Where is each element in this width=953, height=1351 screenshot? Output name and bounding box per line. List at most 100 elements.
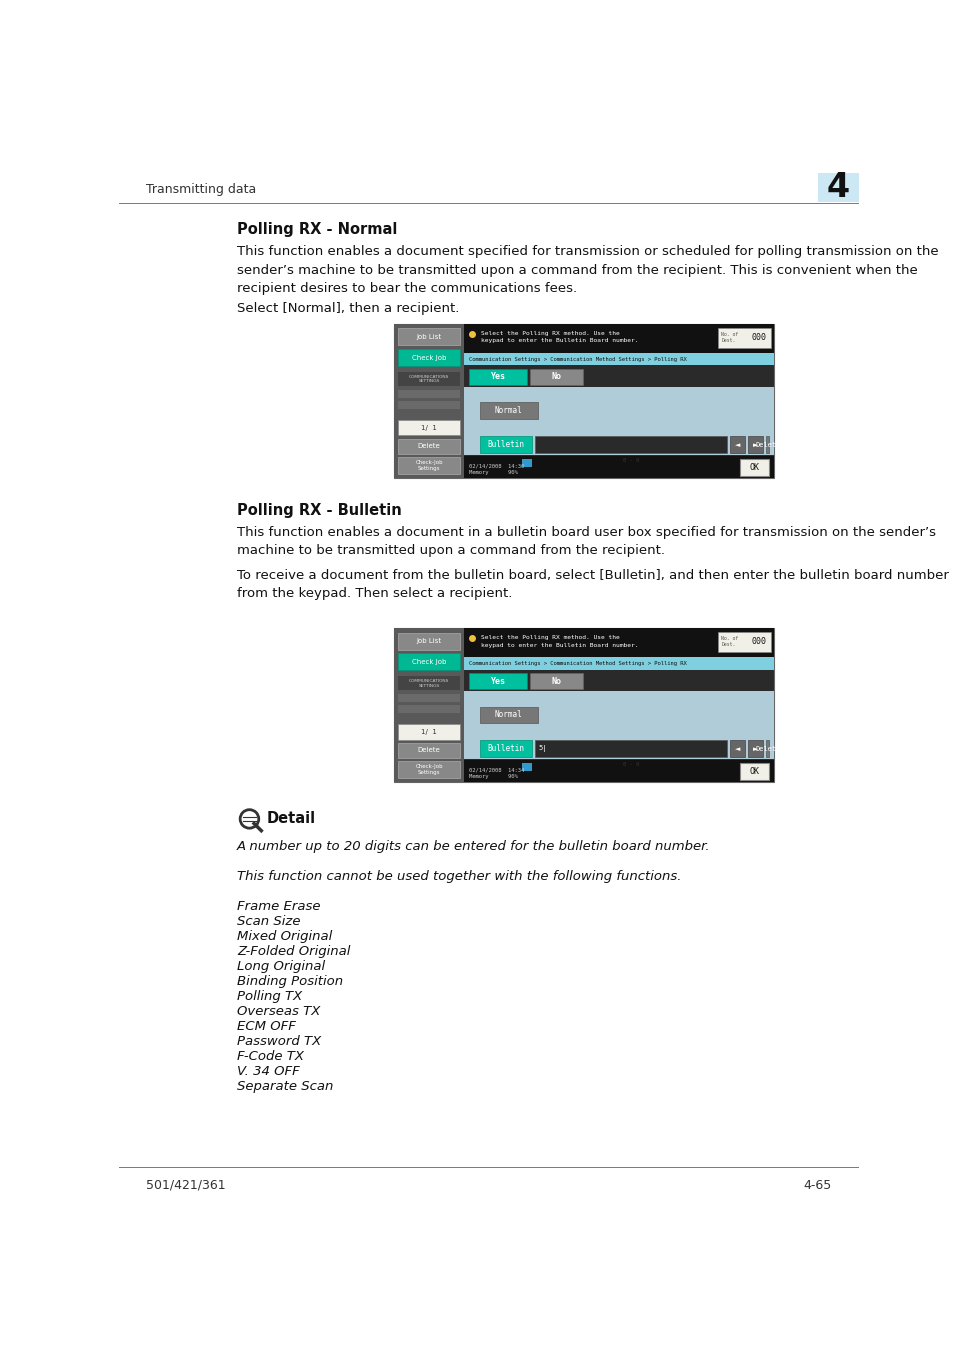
Text: Check Job: Check Job <box>412 355 446 361</box>
Bar <box>468 673 526 689</box>
Bar <box>397 420 459 435</box>
Text: Delete: Delete <box>755 746 780 753</box>
Text: 501/421/361: 501/421/361 <box>146 1179 226 1192</box>
Bar <box>397 743 459 758</box>
Text: V. 34 OFF: V. 34 OFF <box>236 1065 299 1078</box>
Bar <box>818 173 858 203</box>
Text: Polling RX - Normal: Polling RX - Normal <box>236 222 397 236</box>
Bar <box>397 457 459 474</box>
Text: 02/14/2008  14:30: 02/14/2008 14:30 <box>468 463 523 469</box>
Text: Detail: Detail <box>266 812 315 827</box>
Text: ◄: ◄ <box>734 442 740 447</box>
Text: Select the Polling RX method. Use the: Select the Polling RX method. Use the <box>480 635 619 640</box>
Bar <box>479 403 537 419</box>
Text: Job List: Job List <box>416 638 441 644</box>
Text: Check-Job
Settings: Check-Job Settings <box>415 461 442 470</box>
Bar <box>397 654 459 670</box>
Bar <box>468 369 526 385</box>
Text: 0 - 9: 0 - 9 <box>622 458 639 463</box>
Text: Bulletin: Bulletin <box>487 744 524 754</box>
Bar <box>718 632 770 651</box>
Bar <box>718 328 770 347</box>
Text: 02/14/2008  14:34: 02/14/2008 14:34 <box>468 767 523 773</box>
Text: Normal: Normal <box>495 711 522 720</box>
Bar <box>464 692 773 759</box>
Text: To receive a document from the bulletin board, select [Bulletin], and then enter: To receive a document from the bulletin … <box>236 569 948 600</box>
Text: Normal: Normal <box>495 407 522 415</box>
Bar <box>464 457 773 478</box>
Text: Yes: Yes <box>490 373 505 381</box>
Bar <box>521 763 531 771</box>
Bar <box>397 328 459 346</box>
Bar <box>747 436 762 453</box>
Bar <box>479 436 532 453</box>
Bar <box>464 657 773 670</box>
Text: Frame Erase: Frame Erase <box>236 900 320 913</box>
Text: Check Job: Check Job <box>412 659 446 665</box>
Text: Polling TX: Polling TX <box>236 990 302 1002</box>
Bar <box>394 628 773 782</box>
Text: Check-Job
Settings: Check-Job Settings <box>415 765 442 775</box>
Text: Binding Position: Binding Position <box>236 975 343 988</box>
Text: Select [Normal], then a recipient.: Select [Normal], then a recipient. <box>236 303 459 315</box>
Text: COMMUNICATIONS
SETTINGS: COMMUNICATIONS SETTINGS <box>409 376 449 384</box>
Text: Select the Polling RX method. Use the: Select the Polling RX method. Use the <box>480 331 619 336</box>
Bar <box>464 628 773 657</box>
Text: Overseas TX: Overseas TX <box>236 1005 320 1017</box>
Bar <box>479 740 532 758</box>
Text: Mixed Original: Mixed Original <box>236 929 332 943</box>
Bar <box>464 353 773 365</box>
Bar <box>397 694 459 703</box>
Bar <box>397 373 459 386</box>
Text: Transmitting data: Transmitting data <box>146 182 256 196</box>
Bar <box>397 439 459 454</box>
Bar <box>464 386 773 455</box>
Bar <box>740 763 769 780</box>
Text: Scan Size: Scan Size <box>236 915 300 928</box>
Text: This function enables a document in a bulletin board user box specified for tran: This function enables a document in a bu… <box>236 526 935 557</box>
Bar <box>394 628 464 782</box>
Text: OK: OK <box>749 462 759 471</box>
Bar <box>729 740 744 758</box>
Text: 5|: 5| <box>537 746 546 753</box>
Text: Password TX: Password TX <box>236 1035 321 1048</box>
Text: 1/  1: 1/ 1 <box>421 730 436 735</box>
Text: 1/  1: 1/ 1 <box>421 424 436 431</box>
Bar <box>394 324 464 478</box>
Text: ECM OFF: ECM OFF <box>236 1020 295 1034</box>
Text: Dest.: Dest. <box>720 338 735 343</box>
Bar <box>765 740 769 758</box>
Text: COMMUNICATIONS
SETTINGS: COMMUNICATIONS SETTINGS <box>409 680 449 688</box>
Text: OK: OK <box>749 766 759 775</box>
Text: ►: ► <box>752 442 758 447</box>
Text: Bulletin: Bulletin <box>487 440 524 450</box>
Bar <box>530 369 582 385</box>
Text: This function cannot be used together with the following functions.: This function cannot be used together wi… <box>236 870 680 882</box>
Text: Communication Settings > Communication Method Settings > Polling RX: Communication Settings > Communication M… <box>468 357 686 362</box>
Text: Delete: Delete <box>755 442 780 447</box>
Bar <box>521 459 531 467</box>
Text: keypad to enter the Bulletin Board number.: keypad to enter the Bulletin Board numbe… <box>480 643 638 647</box>
Bar <box>530 673 582 689</box>
Text: No: No <box>551 373 560 381</box>
Text: ◄: ◄ <box>734 746 740 753</box>
Bar <box>397 632 459 650</box>
Bar <box>464 761 773 782</box>
Bar <box>747 740 762 758</box>
Text: Delete: Delete <box>417 747 440 754</box>
Bar <box>534 740 726 758</box>
Text: keypad to enter the Bulletin Board number.: keypad to enter the Bulletin Board numbe… <box>480 339 638 343</box>
Text: Memory      90%: Memory 90% <box>468 774 517 780</box>
Text: 4-65: 4-65 <box>802 1179 831 1192</box>
Text: 000: 000 <box>751 334 765 342</box>
Bar <box>397 677 459 690</box>
Bar <box>464 324 773 353</box>
Text: This function enables a document specified for transmission or scheduled for pol: This function enables a document specifi… <box>236 246 938 296</box>
Text: Separate Scan: Separate Scan <box>236 1079 334 1093</box>
Text: No: No <box>551 677 560 685</box>
Text: Polling RX - Bulletin: Polling RX - Bulletin <box>236 503 401 517</box>
Bar <box>397 705 459 713</box>
Bar <box>765 436 769 453</box>
Bar <box>397 401 459 408</box>
Text: 000: 000 <box>751 638 765 646</box>
